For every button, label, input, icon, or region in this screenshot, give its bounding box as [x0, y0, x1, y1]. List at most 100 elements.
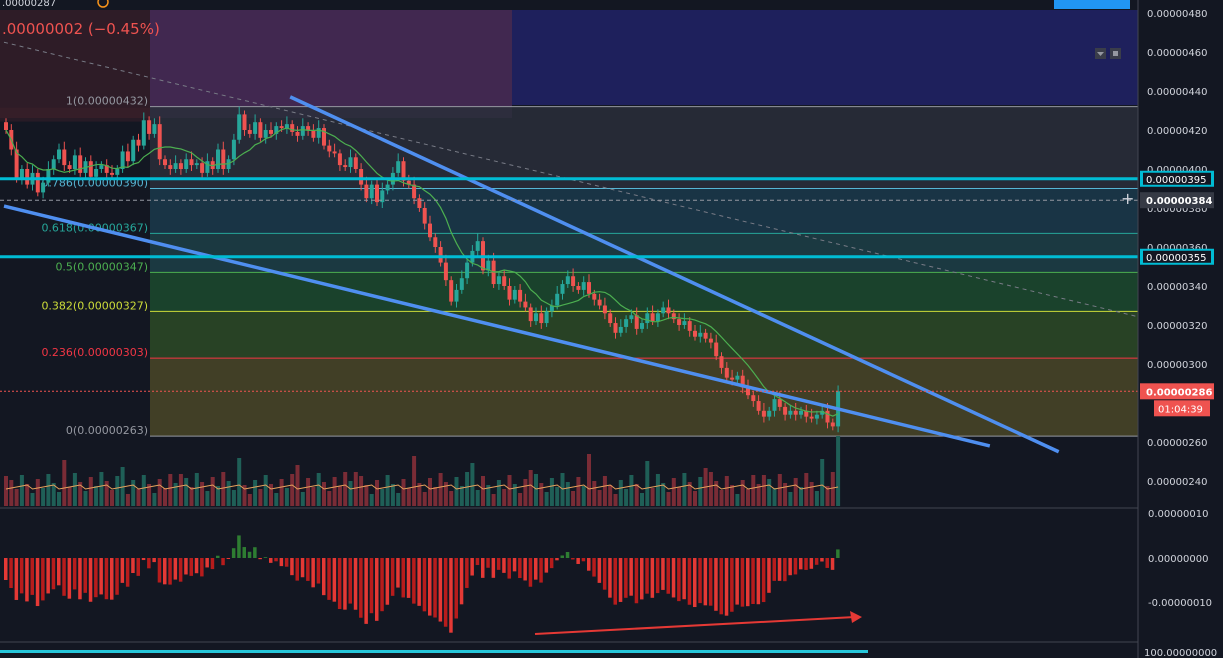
candle[interactable] — [597, 299, 602, 306]
candle[interactable] — [730, 377, 735, 380]
candle[interactable] — [396, 161, 401, 173]
candle[interactable] — [125, 151, 130, 162]
candle[interactable] — [629, 315, 634, 320]
candle[interactable] — [253, 122, 258, 134]
candle[interactable] — [650, 313, 655, 322]
candle[interactable] — [539, 313, 544, 324]
candle[interactable] — [401, 161, 406, 181]
top-right-blue-button[interactable] — [1054, 0, 1130, 9]
candle[interactable] — [14, 149, 19, 179]
candle[interactable] — [719, 356, 724, 368]
candle[interactable] — [714, 342, 719, 357]
candle[interactable] — [242, 114, 247, 130]
candle[interactable] — [168, 165, 173, 169]
candle[interactable] — [4, 122, 8, 130]
candle[interactable] — [104, 165, 109, 173]
candle[interactable] — [78, 155, 83, 173]
candle[interactable] — [740, 375, 745, 388]
candle[interactable] — [306, 126, 311, 130]
candle[interactable] — [178, 163, 183, 169]
candle[interactable] — [677, 319, 682, 325]
candle[interactable] — [221, 149, 226, 170]
candle[interactable] — [284, 124, 289, 129]
candle[interactable] — [189, 159, 194, 166]
candle[interactable] — [311, 130, 316, 138]
candle[interactable] — [703, 332, 708, 339]
candle[interactable] — [751, 395, 756, 402]
candle[interactable] — [571, 276, 576, 286]
candle[interactable] — [465, 262, 470, 279]
candle[interactable] — [184, 159, 189, 169]
candle[interactable] — [486, 260, 491, 271]
candle[interactable] — [443, 262, 448, 281]
candle[interactable] — [708, 338, 713, 343]
candle[interactable] — [735, 375, 740, 380]
candle[interactable] — [247, 130, 252, 134]
candle[interactable] — [72, 155, 77, 169]
candle[interactable] — [41, 182, 46, 193]
candle[interactable] — [512, 289, 517, 300]
candle[interactable] — [661, 307, 666, 314]
candle[interactable] — [316, 128, 321, 138]
candle[interactable] — [640, 323, 644, 329]
candle[interactable] — [295, 131, 300, 136]
candle[interactable] — [783, 406, 788, 415]
candle[interactable] — [353, 157, 358, 169]
candle[interactable] — [788, 410, 793, 415]
candle[interactable] — [57, 149, 61, 160]
candle[interactable] — [581, 282, 586, 290]
candle[interactable] — [772, 399, 777, 411]
candle[interactable] — [35, 172, 40, 193]
candle[interactable] — [46, 169, 51, 183]
candle[interactable] — [157, 124, 162, 160]
candle[interactable] — [592, 293, 597, 300]
candle[interactable] — [120, 151, 125, 169]
candle[interactable] — [62, 149, 67, 166]
candle[interactable] — [141, 120, 146, 146]
candle[interactable] — [300, 126, 305, 136]
candle[interactable] — [147, 120, 152, 134]
candle[interactable] — [274, 126, 279, 134]
candle[interactable] — [544, 311, 549, 324]
candle[interactable] — [94, 169, 99, 177]
wedge-trend-line[interactable] — [3, 204, 991, 448]
candle[interactable] — [19, 169, 24, 179]
candle[interactable] — [502, 276, 507, 286]
candle[interactable] — [645, 313, 650, 324]
candle[interactable] — [131, 139, 136, 162]
candle[interactable] — [332, 151, 337, 154]
candle[interactable] — [25, 169, 30, 185]
candle[interactable] — [666, 307, 671, 314]
candle[interactable] — [385, 184, 390, 191]
candle[interactable] — [231, 139, 236, 160]
candle[interactable] — [454, 289, 459, 302]
candle[interactable] — [793, 410, 798, 415]
candle[interactable] — [618, 326, 623, 333]
candle[interactable] — [67, 165, 72, 169]
candle[interactable] — [237, 114, 242, 140]
candle[interactable] — [369, 184, 374, 199]
candle[interactable] — [565, 276, 570, 285]
candle[interactable] — [364, 184, 369, 199]
candle[interactable] — [269, 130, 273, 134]
candle[interactable] — [359, 169, 364, 185]
candle[interactable] — [173, 163, 178, 169]
candle[interactable] — [412, 184, 417, 199]
candle[interactable] — [682, 321, 687, 325]
candle[interactable] — [693, 330, 697, 337]
candle[interactable] — [555, 293, 560, 306]
candle[interactable] — [110, 172, 114, 175]
candle[interactable] — [438, 247, 443, 263]
candle[interactable] — [51, 159, 56, 169]
header-indicator-icon[interactable] — [97, 0, 109, 8]
candle[interactable] — [528, 307, 533, 322]
candle[interactable] — [777, 399, 782, 407]
candle[interactable] — [602, 305, 607, 314]
candle[interactable] — [290, 124, 295, 132]
candle[interactable] — [200, 163, 205, 173]
candle[interactable] — [422, 208, 427, 224]
candle[interactable] — [417, 198, 422, 208]
candle[interactable] — [820, 410, 825, 415]
